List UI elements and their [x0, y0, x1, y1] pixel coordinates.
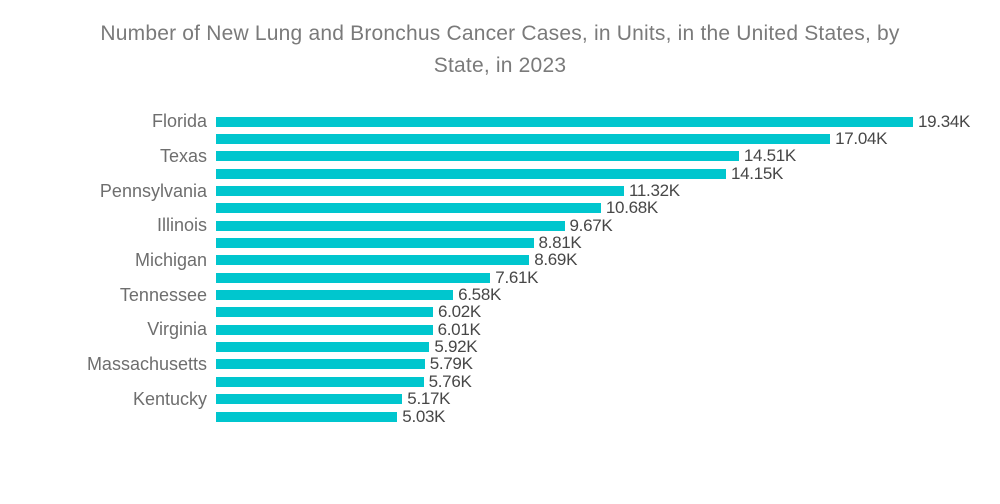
bar [216, 394, 403, 405]
bar-row: Virginia 6.01K [0, 319, 1000, 340]
chart-title-line1: Number of New Lung and Bronchus Cancer C… [100, 22, 900, 45]
value-label: 5.79K [429, 354, 473, 374]
bar [216, 151, 739, 162]
state-label: Texas [159, 145, 207, 166]
value-label: 14.15K [731, 163, 784, 183]
state-label: Tennessee [119, 284, 207, 305]
bar [216, 220, 565, 231]
bar-row: 10.68K [0, 198, 1000, 218]
chart-title-line2: State, in 2023 [433, 53, 567, 77]
value-label: 6.01K [437, 319, 481, 339]
bar [216, 272, 491, 283]
bar [216, 116, 913, 127]
bar-row: Illinois 9.67K [0, 215, 1000, 236]
bar-row: Kentucky 5.17K [0, 388, 1000, 409]
value-label: 8.81K [538, 233, 582, 253]
bar [216, 134, 831, 145]
value-label: 10.68K [605, 198, 658, 218]
bar-row: 5.76K [0, 371, 1000, 391]
value-label: 7.61K [495, 267, 539, 287]
bar [216, 411, 398, 422]
state-label: Virginia [147, 319, 207, 340]
bar [216, 376, 424, 387]
value-label: 6.58K [458, 285, 502, 305]
bar [216, 324, 433, 335]
bar [216, 307, 433, 318]
bar-rows: Florida 19.34K 17.04K Texas 14.51K 14.15K Penn… [0, 111, 1000, 426]
bar [216, 168, 726, 179]
value-label: 14.51K [743, 146, 796, 166]
bar-row: 7.61K [0, 267, 1000, 287]
chart-title: Number of New Lung and Bronchus Cancer C… [70, 18, 930, 81]
value-label: 5.03K [402, 406, 446, 426]
value-label: 5.76K [428, 371, 472, 391]
value-label: 6.02K [438, 302, 481, 322]
state-label: Michigan [134, 249, 207, 270]
bar-row: 5.03K [0, 406, 1000, 426]
bar [216, 203, 601, 214]
bar-row: Pennsylvania 11.32K [0, 180, 1000, 201]
bar [216, 186, 624, 197]
bar-row: Michigan 8.69K [0, 249, 1000, 270]
bar [216, 359, 425, 370]
state-label: Illinois [156, 215, 207, 236]
bar-row: 8.81K [0, 233, 1000, 253]
state-label: Massachusetts [86, 353, 207, 374]
value-label: 19.34K [918, 111, 971, 131]
state-label: Pennsylvania [99, 180, 207, 201]
state-label: Kentucky [132, 388, 207, 409]
bar [216, 290, 454, 301]
bar [216, 238, 534, 249]
bar-row: 14.15K [0, 163, 1000, 183]
bar-row: 17.04K [0, 129, 1000, 149]
value-label: 5.92K [434, 337, 478, 357]
state-label: Florida [151, 111, 207, 132]
bar-row: Massachusetts 5.79K [0, 353, 1000, 374]
bar [216, 342, 430, 353]
value-label: 9.67K [569, 215, 613, 235]
value-label: 8.69K [534, 250, 578, 270]
value-label: 5.17K [407, 389, 451, 409]
bar [216, 255, 530, 266]
bar-row: Texas 14.51K [0, 145, 1000, 166]
bar-row: 6.02K [0, 302, 1000, 322]
bar-row: Florida 19.34K [0, 111, 1000, 132]
value-label: 17.04K [835, 129, 888, 149]
value-label: 11.32K [629, 181, 680, 201]
bar-row: Tennessee 6.58K [0, 284, 1000, 305]
bar-row: 5.92K [0, 337, 1000, 357]
